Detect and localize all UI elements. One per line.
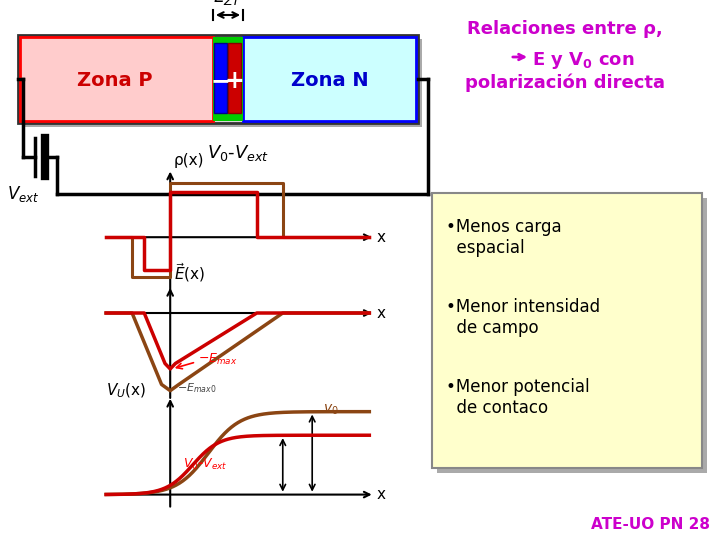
- Bar: [432, 193, 702, 468]
- Bar: [214, 43, 227, 113]
- Text: Zona N: Zona N: [291, 71, 369, 91]
- Text: •Menor potencial
  de contaco: •Menor potencial de contaco: [446, 378, 590, 417]
- Text: x: x: [377, 306, 385, 321]
- Text: $\mathbf{E}$ y V$_\mathbf{0}$ con: $\mathbf{E}$ y V$_\mathbf{0}$ con: [532, 50, 634, 71]
- Text: $-E_{max0}$: $-E_{max0}$: [177, 381, 217, 395]
- Text: $-E_{max}$: $-E_{max}$: [198, 352, 238, 367]
- Bar: [20, 37, 213, 121]
- Text: Zona P: Zona P: [77, 71, 153, 91]
- Text: +: +: [225, 69, 244, 93]
- Text: $V_U$(x): $V_U$(x): [106, 382, 146, 400]
- Text: $V_{ext}$: $V_{ext}$: [6, 184, 39, 204]
- Text: x: x: [377, 487, 385, 502]
- Text: $V_0$-$V_{ext}$: $V_0$-$V_{ext}$: [183, 456, 227, 471]
- Text: •Menos carga
  espacial: •Menos carga espacial: [446, 218, 562, 257]
- Text: $L_{ZT}$: $L_{ZT}$: [213, 0, 243, 7]
- Text: $\vec{E}$(x): $\vec{E}$(x): [174, 261, 205, 284]
- Bar: [213, 37, 243, 121]
- Text: $v_0$: $v_0$: [323, 403, 338, 417]
- Text: Relaciones entre ρ,: Relaciones entre ρ,: [467, 20, 663, 38]
- Text: $V_0$-$V_{ext}$: $V_0$-$V_{ext}$: [207, 143, 269, 163]
- Text: polarización directa: polarización directa: [465, 74, 665, 92]
- Text: ρ(x): ρ(x): [174, 153, 204, 168]
- Bar: [18, 35, 418, 123]
- Text: x: x: [377, 230, 385, 245]
- Text: ATE-UO PN 28: ATE-UO PN 28: [591, 517, 710, 532]
- Text: •Menor intensidad
  de campo: •Menor intensidad de campo: [446, 298, 600, 337]
- Bar: [228, 43, 241, 113]
- Bar: [243, 37, 416, 121]
- Text: −: −: [211, 69, 230, 93]
- Bar: [437, 198, 707, 473]
- Bar: [22, 39, 422, 127]
